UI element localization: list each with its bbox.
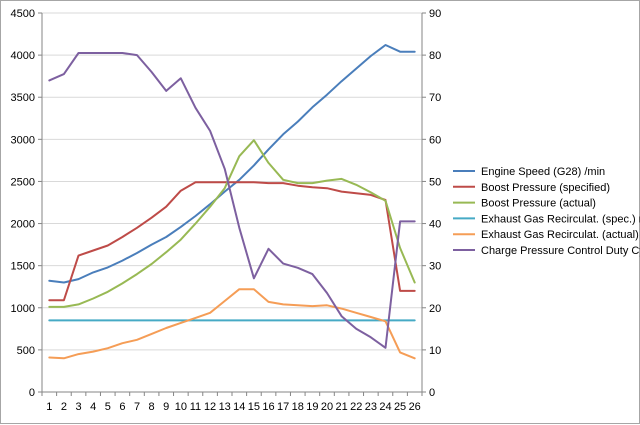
x-tick-label: 24 <box>379 401 391 413</box>
legend-label: Engine Speed (G28) /min <box>481 166 605 178</box>
x-tick-label: 23 <box>365 401 377 413</box>
left-y-axis-ticks: 0 500 1000 1500 2000 2500 3000 3500 4000 4500 <box>11 8 42 399</box>
x-tick-label: 17 <box>277 401 289 413</box>
x-axis-ticks: 1 2 3 4 5 6 7 8 9 10 11 12 13 14 15 16 17 18 19 20 21 22 23 24 2… <box>41 392 423 413</box>
x-tick-label: 20 <box>321 401 333 413</box>
x-tick-label: 8 <box>149 401 155 413</box>
x-tick-label: 26 <box>409 401 421 413</box>
x-tick-label: 7 <box>134 401 140 413</box>
right-tick-label: 70 <box>429 92 441 104</box>
right-y-axis-ticks: 0 10 20 30 40 50 60 70 80 90 <box>422 8 441 399</box>
right-tick-label: 20 <box>429 303 441 315</box>
left-tick-label: 1500 <box>11 261 35 273</box>
legend-item: Engine Speed (G28) /min <box>453 166 605 178</box>
legend-item: Boost Pressure (specified) <box>453 182 610 194</box>
series-line-5 <box>48 288 416 360</box>
left-tick-label: 1000 <box>11 303 35 315</box>
legend-label: Charge Pressure Control Duty Cycle % <box>481 245 640 257</box>
series-line-6 <box>48 52 416 349</box>
legend-item: Boost Pressure (actual) <box>453 198 596 210</box>
legend-label: Boost Pressure (specified) <box>481 182 610 194</box>
x-tick-label: 6 <box>119 401 125 413</box>
x-tick-label: 16 <box>262 401 274 413</box>
left-tick-label: 0 <box>29 387 35 399</box>
x-tick-label: 3 <box>75 401 81 413</box>
left-tick-label: 4000 <box>11 50 35 62</box>
right-tick-label: 60 <box>429 134 441 146</box>
x-tick-label: 21 <box>335 401 347 413</box>
x-tick-label: 5 <box>105 401 111 413</box>
series-line-3 <box>48 139 416 308</box>
x-tick-label: 10 <box>175 401 187 413</box>
x-tick-label: 4 <box>90 401 96 413</box>
x-tick-label: 13 <box>219 401 231 413</box>
legend-label: Exhaust Gas Recirculat. (actual) mg/str <box>481 229 640 241</box>
legend: Engine Speed (G28) /min Boost Pressure (s… <box>453 166 640 257</box>
left-tick-label: 3500 <box>11 92 35 104</box>
legend-item: Exhaust Gas Recirculat. (actual) mg/str <box>453 229 640 241</box>
right-tick-label: 80 <box>429 50 441 62</box>
legend-item: Charge Pressure Control Duty Cycle % <box>453 245 640 257</box>
x-tick-label: 12 <box>204 401 216 413</box>
x-tick-label: 22 <box>350 401 362 413</box>
left-tick-label: 500 <box>17 345 35 357</box>
left-tick-label: 2000 <box>11 219 35 231</box>
legend-label: Exhaust Gas Recirculat. (spec.) mg/str <box>481 213 640 225</box>
axes <box>41 13 423 393</box>
x-tick-label: 2 <box>61 401 67 413</box>
legend-item: Exhaust Gas Recirculat. (spec.) mg/str <box>453 213 640 225</box>
legend-label: Boost Pressure (actual) <box>481 198 596 210</box>
right-tick-label: 30 <box>429 261 441 273</box>
right-tick-label: 0 <box>429 387 435 399</box>
x-tick-label: 18 <box>292 401 304 413</box>
series-line-1 <box>48 44 416 284</box>
left-tick-label: 4500 <box>11 8 35 20</box>
x-tick-label: 19 <box>306 401 318 413</box>
series-line-2 <box>48 181 416 302</box>
x-tick-label: 1 <box>46 401 52 413</box>
right-tick-label: 10 <box>429 345 441 357</box>
left-tick-label: 3000 <box>11 134 35 146</box>
x-tick-label: 14 <box>233 401 245 413</box>
x-tick-label: 15 <box>248 401 260 413</box>
series-lines <box>48 44 416 360</box>
left-tick-label: 2500 <box>11 176 35 188</box>
x-tick-label: 11 <box>190 401 201 413</box>
x-tick-label: 25 <box>394 401 406 413</box>
right-tick-label: 90 <box>429 8 441 20</box>
right-tick-label: 50 <box>429 176 441 188</box>
right-tick-label: 40 <box>429 219 441 231</box>
x-tick-label: 9 <box>163 401 169 413</box>
